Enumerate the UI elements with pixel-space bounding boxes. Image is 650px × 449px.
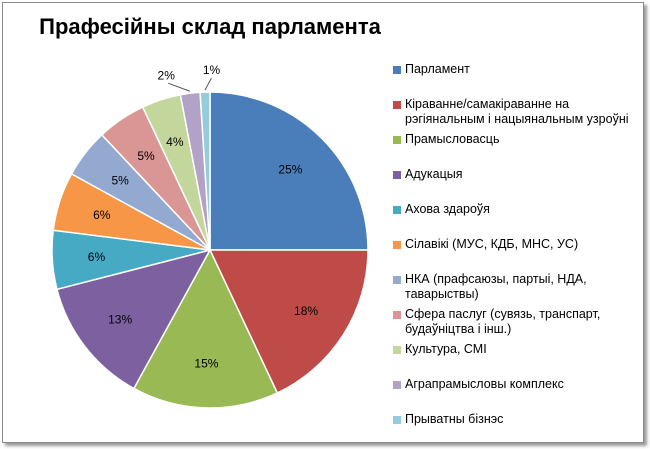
leader-line bbox=[167, 82, 191, 92]
data-label: 18% bbox=[294, 304, 318, 318]
data-label: 25% bbox=[278, 163, 302, 177]
legend-item: Сфера паслуг (сувязь, транспарт, будаўні… bbox=[393, 307, 643, 337]
legend-label: Кіраванне/самакіраванне на рэгіянальным … bbox=[405, 97, 629, 126]
pie-slice bbox=[208, 249, 369, 394]
legend-swatch bbox=[393, 206, 401, 214]
legend-item: Аграпрамысловы комплекс bbox=[393, 377, 564, 392]
legend-label: Парламент bbox=[405, 62, 470, 76]
legend-label: Культура, СМІ bbox=[405, 342, 487, 356]
pie-slice bbox=[56, 248, 212, 390]
data-label: 6% bbox=[88, 250, 106, 264]
data-label: 15% bbox=[194, 357, 218, 371]
legend-swatch bbox=[393, 136, 401, 144]
legend-label: Сілавікі (МУС, КДБ, МНС, УС) bbox=[405, 237, 579, 251]
legend-swatch bbox=[393, 101, 401, 109]
pie-slice bbox=[199, 91, 211, 251]
pie-slice bbox=[209, 91, 369, 251]
chart-title: Прафесійны склад парламента bbox=[39, 14, 381, 39]
legend-swatch bbox=[393, 66, 401, 74]
legend-item: Парламент bbox=[393, 62, 470, 77]
legend-item: НКА (прафсаюзы, партыі, НДА, таварыствы) bbox=[393, 272, 643, 302]
leader-line bbox=[204, 77, 212, 91]
legend-item: Культура, СМІ bbox=[393, 342, 487, 357]
legend-label: Сфера паслуг (сувязь, транспарт, будаўні… bbox=[405, 307, 601, 336]
legend-item: Сілавікі (МУС, КДБ, МНС, УС) bbox=[393, 237, 578, 252]
data-label: 6% bbox=[93, 208, 111, 222]
legend-label: Ахова здароўя bbox=[405, 202, 490, 216]
legend-label: Аграпрамысловы комплекс bbox=[405, 377, 564, 391]
legend-label: Прыватны бізнэс bbox=[405, 412, 504, 426]
legend-label: НКА (прафсаюзы, партыі, НДА, таварыствы) bbox=[405, 272, 587, 301]
legend-item: Кіраванне/самакіраванне на рэгіянальным … bbox=[393, 97, 643, 127]
legend-item: Прыватны бізнэс bbox=[393, 412, 503, 427]
legend-swatch bbox=[393, 346, 401, 354]
data-label: 5% bbox=[111, 173, 129, 187]
data-label: 5% bbox=[137, 149, 155, 163]
legend-item: Ахова здароўя bbox=[393, 202, 490, 217]
pie-slice bbox=[132, 248, 279, 409]
legend-swatch bbox=[393, 276, 401, 284]
legend-item: Прамысловасць bbox=[393, 132, 499, 147]
data-label: 2% bbox=[158, 68, 176, 82]
legend-swatch bbox=[393, 381, 401, 389]
legend-swatch bbox=[393, 171, 401, 179]
legend-swatch bbox=[393, 241, 401, 249]
data-label: 1% bbox=[203, 63, 221, 77]
legend-swatch bbox=[393, 416, 401, 424]
data-label: 4% bbox=[166, 135, 184, 149]
legend-swatch bbox=[393, 311, 401, 319]
legend-label: Адукацыя bbox=[405, 167, 463, 181]
legend-item: Адукацыя bbox=[393, 167, 463, 182]
data-label: 13% bbox=[108, 313, 132, 327]
legend-label: Прамысловасць bbox=[405, 132, 500, 146]
